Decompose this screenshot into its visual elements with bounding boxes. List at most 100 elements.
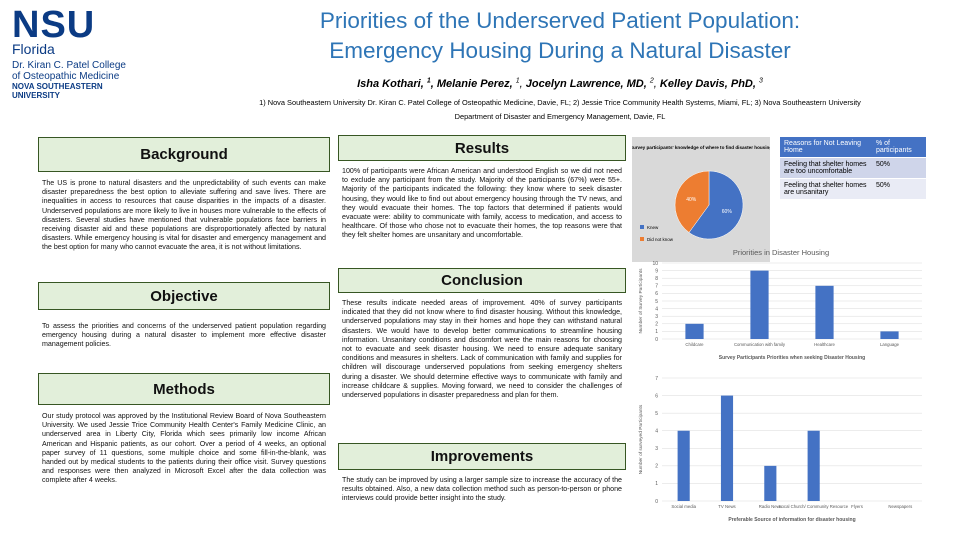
author-sup: 2 [649,77,654,84]
section-text: The US is prone to natural disasters and… [42,179,326,252]
x-axis-label: Survey Participants Priorities when seek… [719,355,865,361]
bar [880,331,899,339]
y-tick-label: 7 [655,284,658,290]
data-label: 40% [686,197,697,203]
y-tick-label: 4 [655,306,658,312]
y-tick-label: 7 [655,376,658,382]
y-tick-label: 1 [655,481,658,487]
y-tick-label: 9 [655,268,658,274]
y-axis-label: Number of Survey Participants [638,268,644,334]
x-tick-label: Childcare [685,342,704,347]
y-tick-label: 0 [655,337,658,343]
y-tick-label: 1 [655,329,658,335]
affiliations: 1) Nova Southeastern University Dr. Kira… [180,96,940,124]
x-tick-label: Communication with family [734,342,786,347]
affiliation: Department of Disaster and Emergency Man… [454,112,666,121]
author: Melanie Perez1 [437,77,526,90]
section-text: To assess the priorities and concerns of… [42,322,326,349]
bar [677,430,690,501]
bar [750,270,769,339]
bar-chart: 0 1 2 3 4 5 6 7 Number of surveyed Participants P… [638,376,922,523]
y-tick-label: 6 [655,393,658,399]
legend-swatch [640,225,644,229]
title-line: Emergency Housing During a Natural Disas… [329,38,791,63]
x-axis-label: Preferable Source of information for dis… [728,517,855,523]
y-tick-label: 8 [655,276,658,282]
y-tick-label: 3 [655,314,658,320]
section-heading: Objective [38,282,330,310]
logo-line: NOVA SOUTHEASTERN [12,82,103,91]
y-tick-label: 3 [655,446,658,452]
y-tick-label: 2 [655,322,658,328]
table-row: Feeling that shelter homes are too uncom… [780,157,926,179]
affiliation: 1) Nova Southeastern University Dr. Kira… [259,98,861,107]
y-tick-label: 5 [655,411,658,417]
table: Reasons for Not Leaving Home % of partic… [780,137,926,200]
table-row: Feeling that shelter homes are unsanitar… [780,178,926,200]
legend-swatch [640,237,644,241]
bar [807,430,820,501]
author: Isha Kothari1 [357,77,437,90]
y-tick-label: 2 [655,464,658,470]
x-tick-label: TV News [718,504,735,509]
section-text: These results indicate needed areas of i… [342,299,622,400]
x-tick-label: Newspapers [888,504,912,509]
bar-chart: Priorities in Disaster Housing0123456789… [638,248,922,361]
x-tick-label: Local Church/ Community Resource [779,504,849,509]
x-tick-label: Healthcare [814,342,835,347]
section-text: The study can be improved by using a lar… [342,476,622,503]
logo-mark: NSU [12,4,96,46]
pie-chart: Survey participants' knowledge of where … [632,137,770,262]
author-name: Melanie Perez [437,78,516,90]
section-heading: Methods [38,373,330,405]
pie-slice [688,170,744,240]
chart-title: Priorities in Disaster Housing [733,248,829,257]
table-cell: % of participants [872,137,926,158]
title-line: Priorities of the Underserved Patient Po… [319,8,801,33]
table-cell: 50% [872,157,926,179]
chart-title: Survey participants' knowledge of where … [632,145,770,150]
y-tick-label: 10 [652,261,658,267]
x-tick-label: Radio News [759,504,782,509]
y-tick-label: 0 [655,499,658,505]
table-header: Reasons for Not Leaving Home % of partic… [780,137,926,158]
x-tick-label: Social media [671,504,696,509]
section-text: 100% of participants were African Americ… [342,167,622,240]
author-name: Kelley Davis, PhD [660,78,759,90]
y-tick-label: 5 [655,299,658,305]
y-axis-label: Number of surveyed Participants [638,404,644,474]
table-cell: Feeling that shelter homes are too uncom… [780,157,872,179]
x-tick-label: Language [880,342,900,347]
section-heading: Improvements [338,443,626,470]
author-sup: 1 [426,77,431,84]
title: Priorities of the Underserved Patient Po… [180,6,940,66]
table-cell: Reasons for Not Leaving Home [780,137,872,158]
logo-line: Dr. Kiran C. Patel College [12,60,126,71]
bar [764,465,777,501]
x-tick-label: Flyers [851,504,863,509]
data-label: 60% [722,209,733,215]
author-sup: 1 [515,77,520,84]
y-tick-label: 6 [655,291,658,297]
section-heading: Background [38,137,330,172]
author: Kelley Davis, PhD3 [660,77,763,90]
legend-label: Knew [647,225,659,230]
logo-line: of Osteopathic Medicine [12,71,120,82]
logo-sub: Florida [12,41,55,57]
author: Jocelyn Lawrence, MD2 [526,77,660,90]
section-heading: Results [338,135,626,161]
table-grid: Reasons for Not Leaving Home % of partic… [780,137,926,200]
logo: NSU Florida Dr. Kiran C. Patel College o… [12,4,172,100]
section-text: Our study protocol was approved by the I… [42,412,326,485]
bar [815,285,834,339]
pie-slice [674,170,710,233]
bar [720,395,734,501]
table-cell: Feeling that shelter homes are unsanitar… [780,178,872,200]
logo-line: UNIVERSITY [12,91,61,100]
author-name: Isha Kothari [357,78,427,90]
y-tick-label: 4 [655,429,658,435]
author-sup: 3 [758,77,763,84]
table-cell: 50% [872,178,926,200]
author-name: Jocelyn Lawrence, MD [526,78,650,90]
